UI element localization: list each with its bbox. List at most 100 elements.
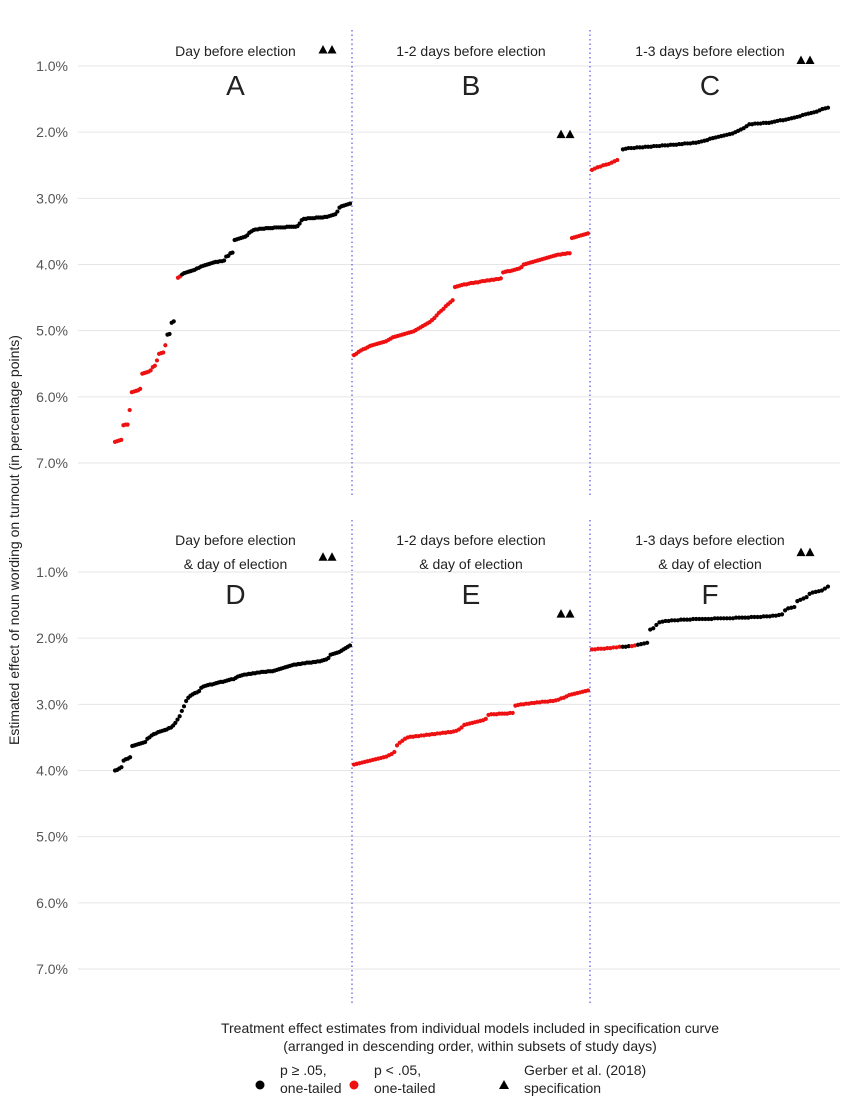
- estimate-point-significant: [394, 743, 400, 748]
- panel-f: 1-3 days before election & day of electio…: [589, 532, 831, 652]
- y-tick-label: 4.0%: [36, 257, 68, 273]
- y-tick-label: 4.0%: [36, 763, 68, 779]
- estimate-point-nonsignificant: [703, 616, 708, 622]
- estimate-point-nonsignificant: [175, 717, 180, 722]
- estimate-point-significant: [392, 749, 397, 755]
- legend: p ≥ .05, one-tailed p < .05, one-tailed Gerb…: [255, 1062, 646, 1096]
- estimate-point-nonsignificant: [706, 616, 711, 622]
- estimate-point-nonsignificant: [733, 615, 739, 620]
- estimate-point-nonsignificant: [715, 616, 720, 621]
- estimate-point-nonsignificant: [119, 765, 124, 770]
- gerber-specification-triangle: [796, 55, 806, 65]
- estimate-point-nonsignificant: [127, 755, 133, 760]
- gerber-specification-triangle: [556, 609, 566, 618]
- estimate-point-significant: [483, 716, 488, 721]
- y-tick-label: 2.0%: [36, 630, 68, 646]
- panel-letter: A: [226, 70, 245, 101]
- estimate-point-nonsignificant: [740, 615, 745, 620]
- gerber-specification-triangle: [556, 129, 566, 139]
- estimate-point-nonsignificant: [752, 614, 757, 620]
- estimate-point-significant: [154, 358, 160, 363]
- y-tick-label: 1.0%: [36, 58, 68, 74]
- estimate-point-nonsignificant: [184, 698, 189, 704]
- y-tick-label: 7.0%: [36, 961, 68, 977]
- x-axis-label-line1: Treatment effect estimates from individu…: [221, 1020, 719, 1036]
- estimate-point-significant: [138, 386, 143, 391]
- estimate-point-nonsignificant: [347, 201, 353, 206]
- legend-item-3: Gerber et al. (2018) specification: [499, 1062, 646, 1096]
- estimate-point-nonsignificant: [171, 319, 176, 324]
- estimate-point-nonsignificant: [143, 739, 148, 745]
- estimate-point-significant: [585, 231, 591, 236]
- panel-letter: E: [462, 579, 481, 610]
- estimate-point-nonsignificant: [645, 640, 650, 645]
- legend-item-2: p < .05, one-tailed: [349, 1062, 436, 1096]
- legend-label: specification: [524, 1080, 601, 1096]
- row-1: 7.0% 6.0% 5.0% 4.0% 3.0% 2.0% 1.0% Day before e…: [36, 30, 840, 495]
- estimate-point-nonsignificant: [755, 614, 760, 620]
- estimate-point-nonsignificant: [335, 209, 340, 214]
- row-2: 7.0% 6.0% 5.0% 4.0% 3.0% 2.0% 1.0% Day before e…: [36, 520, 840, 1005]
- estimate-point-nonsignificant: [749, 614, 754, 620]
- estimate-point-nonsignificant: [724, 616, 729, 621]
- y-tick-label: 1.0%: [36, 564, 68, 580]
- estimate-point-nonsignificant: [196, 689, 202, 694]
- estimate-point-significant: [605, 645, 610, 651]
- estimate-point-nonsignificant: [167, 331, 172, 337]
- estimate-point-significant: [589, 647, 595, 652]
- estimate-point-nonsignificant: [347, 643, 353, 648]
- estimate-point-nonsignificant: [825, 584, 831, 589]
- estimate-point-nonsignificant: [678, 617, 683, 622]
- panel-title: & day of election: [184, 556, 288, 572]
- legend-label: one-tailed: [280, 1080, 342, 1096]
- estimate-point-significant: [599, 646, 604, 651]
- estimate-point-nonsignificant: [721, 616, 726, 621]
- estimate-point-nonsignificant: [718, 616, 723, 621]
- gerber-specification-triangle: [805, 55, 815, 65]
- estimate-point-nonsignificant: [691, 616, 696, 622]
- estimate-point-nonsignificant: [770, 613, 775, 618]
- estimate-point-nonsignificant: [792, 604, 797, 610]
- estimate-point-nonsignificant: [620, 644, 625, 649]
- panel-title: & day of election: [419, 556, 523, 572]
- legend-item-1: p ≥ .05, one-tailed: [255, 1062, 342, 1096]
- estimate-point-nonsignificant: [684, 617, 690, 622]
- estimate-point-nonsignificant: [822, 586, 828, 591]
- legend-red-dot-symbol: [349, 1080, 359, 1090]
- estimate-point-nonsignificant: [727, 616, 733, 621]
- gerber-specification-triangle: [565, 609, 575, 618]
- panel-d: Day before election & day of election D: [112, 532, 353, 773]
- estimate-point-nonsignificant: [230, 250, 235, 255]
- y-tick-label: 6.0%: [36, 895, 68, 911]
- gerber-specification-triangle: [805, 547, 815, 557]
- estimate-point-nonsignificant: [173, 720, 178, 725]
- estimate-point-significant: [127, 407, 132, 413]
- estimate-point-nonsignificant: [179, 708, 184, 714]
- estimate-point-significant: [510, 710, 515, 716]
- estimate-point-nonsignificant: [681, 617, 687, 622]
- estimate-point-significant: [161, 350, 166, 355]
- estimate-point-significant: [567, 251, 572, 256]
- y-tick-label: 7.0%: [36, 455, 68, 471]
- estimate-point-significant: [498, 276, 503, 281]
- estimate-point-nonsignificant: [654, 622, 659, 628]
- panel-e: 1-2 days before election & day of electio…: [351, 532, 591, 767]
- panel-title: 1-2 days before election: [396, 43, 545, 59]
- y-tick-label: 5.0%: [36, 829, 68, 845]
- panel-title: 1-3 days before election: [635, 43, 784, 59]
- y-tick-label: 5.0%: [36, 323, 68, 339]
- estimate-point-nonsignificant: [651, 626, 656, 631]
- estimate-point-nonsignificant: [700, 616, 705, 622]
- estimate-point-significant: [596, 646, 601, 651]
- estimate-point-nonsignificant: [326, 655, 331, 661]
- y-axis-label: Estimated effect of noun wording on turn…: [6, 335, 22, 745]
- estimate-point-nonsignificant: [697, 616, 702, 622]
- estimate-point-significant: [615, 157, 620, 163]
- legend-label: p ≥ .05,: [280, 1062, 327, 1078]
- estimate-point-significant: [152, 363, 157, 368]
- estimate-point-nonsignificant: [779, 612, 785, 617]
- gerber-specification-triangle: [796, 547, 806, 557]
- estimate-point-nonsignificant: [737, 615, 742, 620]
- panel-title: 1-2 days before election: [396, 532, 545, 548]
